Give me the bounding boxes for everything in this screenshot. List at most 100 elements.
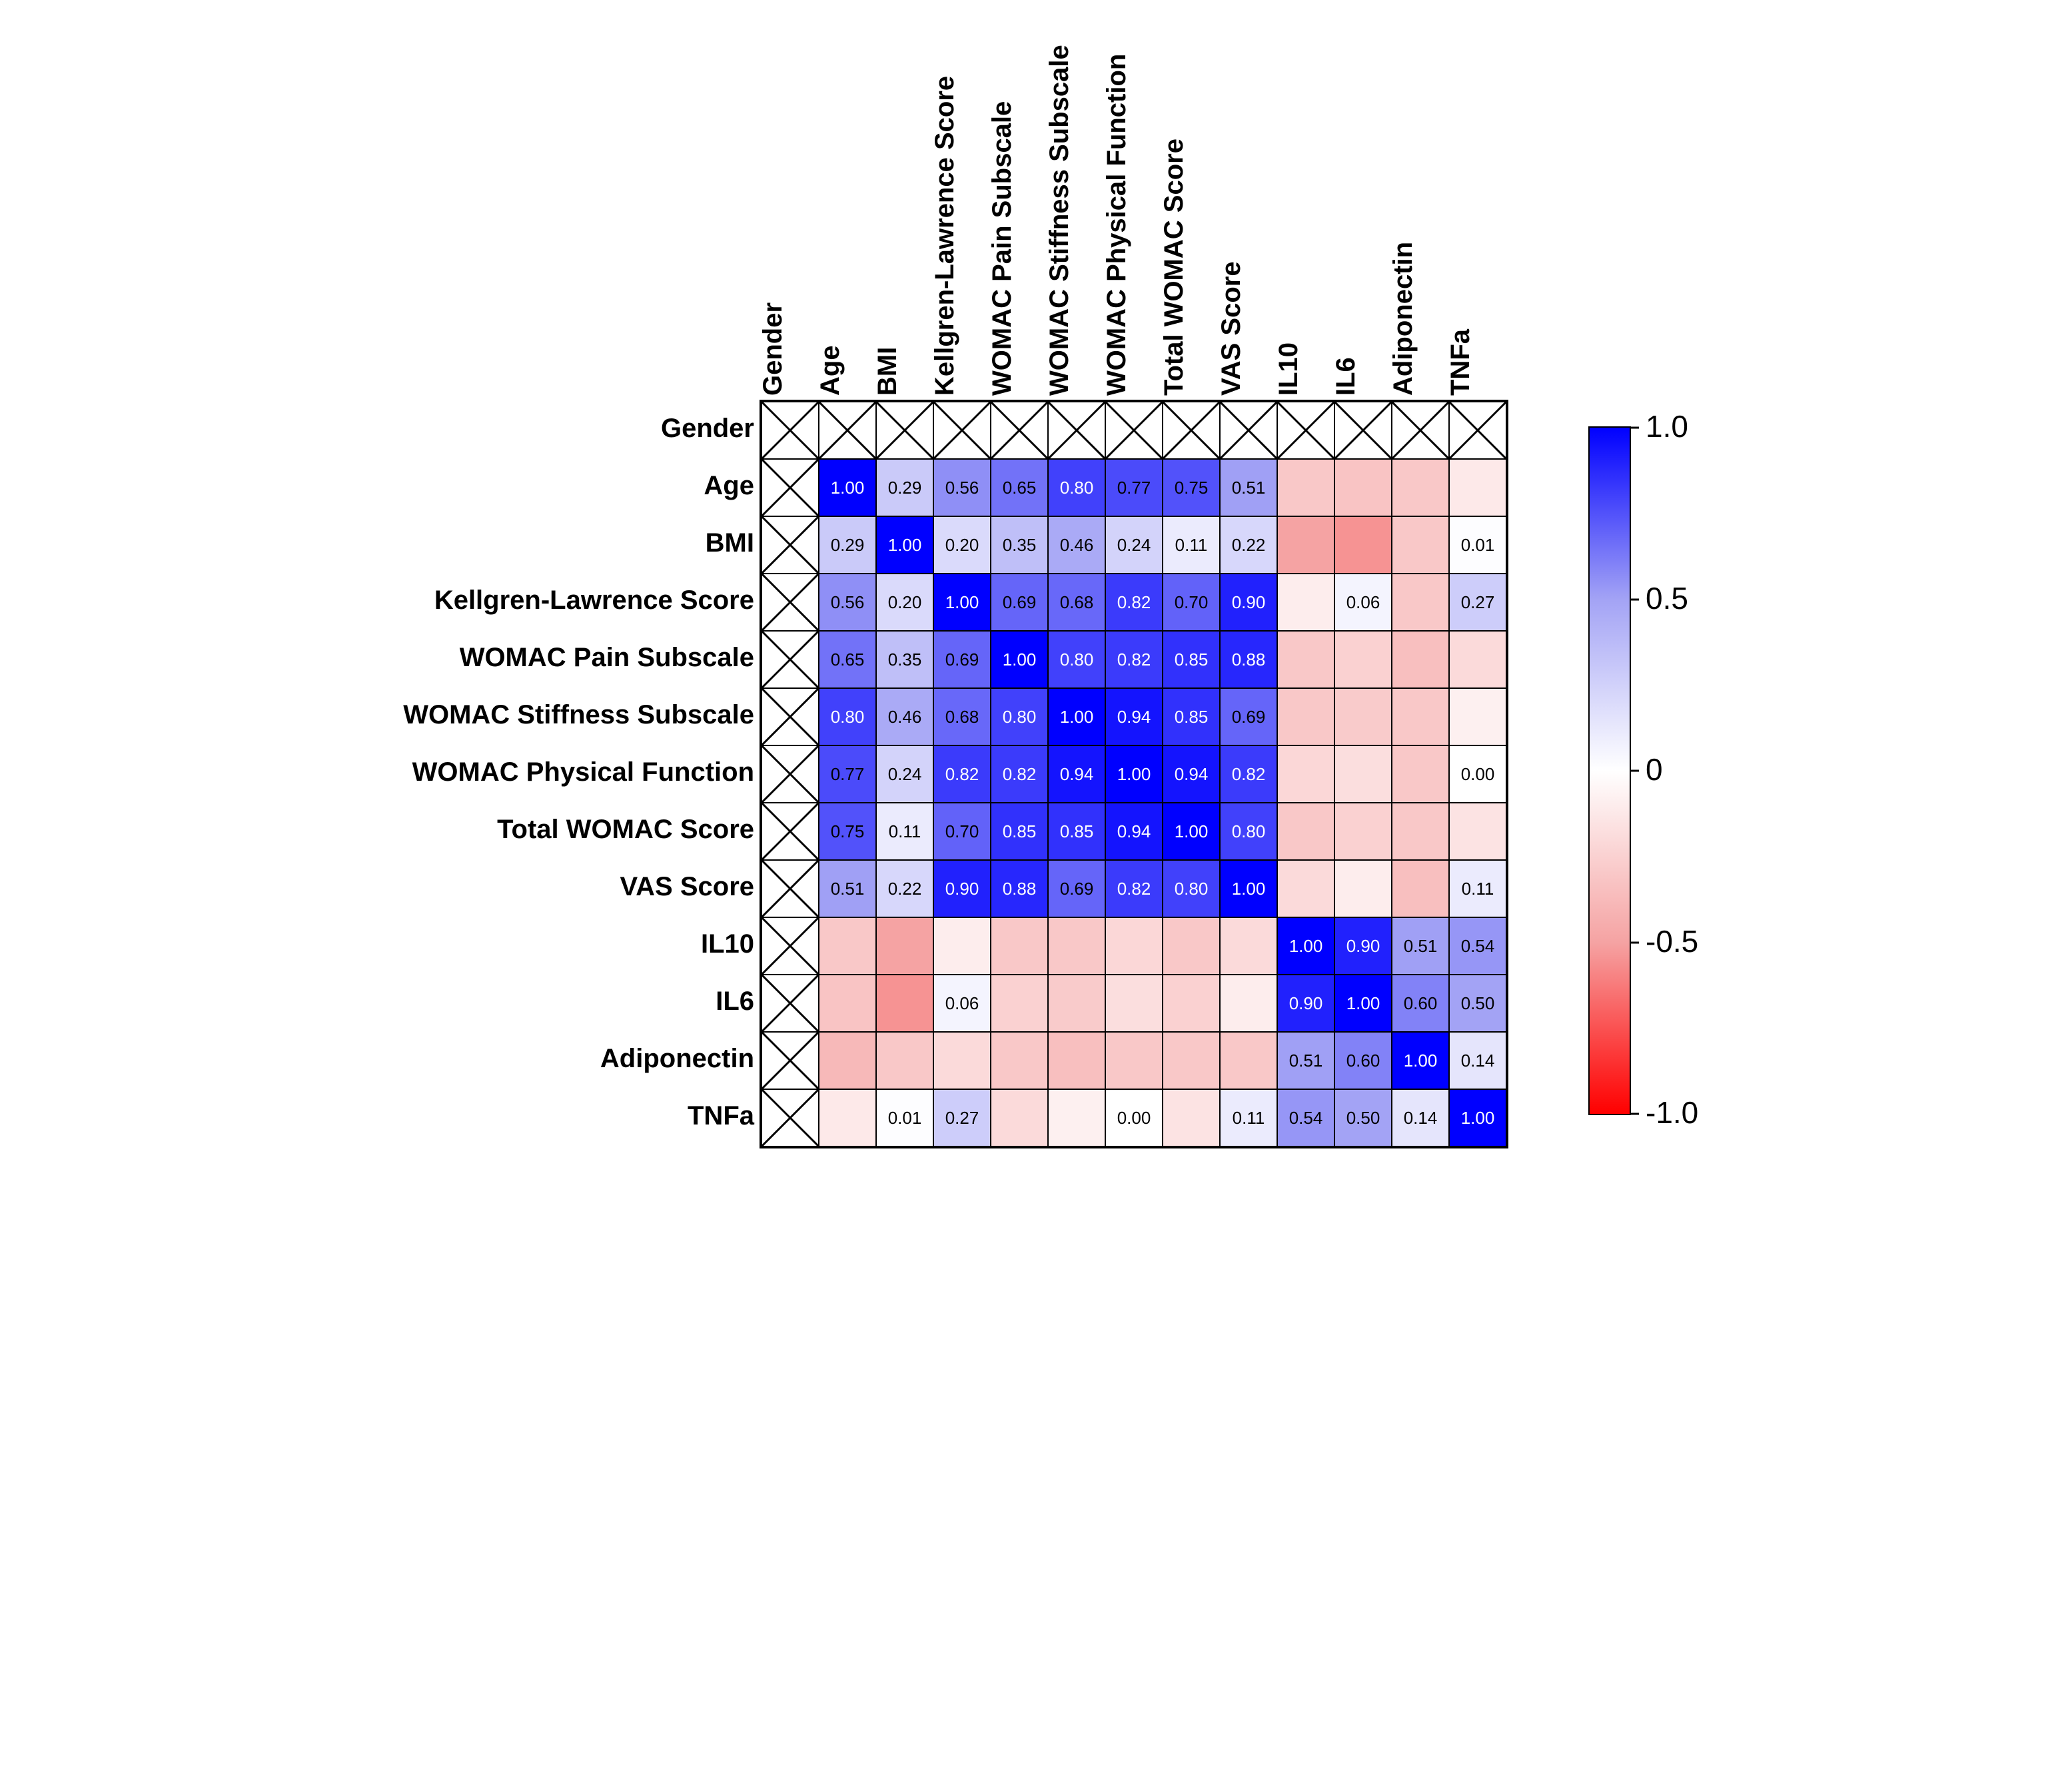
heatmap-cell: 0.69 (933, 631, 991, 688)
heatmap-cell (1392, 631, 1449, 688)
heatmap-cell: 0.68 (1048, 574, 1105, 631)
heatmap-cell: 0.65 (991, 459, 1048, 516)
cross-icon (1450, 402, 1506, 458)
row-label: VAS Score (346, 858, 760, 915)
colorbar-tick-label: -0.5 (1646, 923, 1698, 959)
colorbar: 1.00.50-0.5-1.0 (1588, 426, 1726, 1115)
cell-value: 0.00 (1117, 1109, 1151, 1126)
heatmap-cell (1105, 975, 1163, 1032)
colorbar-tick-label: -1.0 (1646, 1095, 1698, 1130)
column-label: WOMAC Pain Subscale (989, 27, 1046, 400)
heatmap-cell: 0.11 (1449, 860, 1506, 917)
heatmap-cell (1277, 516, 1334, 574)
heatmap-cell: 0.20 (876, 574, 933, 631)
cell-value: 1.00 (945, 594, 979, 611)
cell-value: 0.20 (888, 594, 922, 611)
heatmap-cell: 0.85 (1163, 688, 1220, 745)
heatmap-cell (1048, 1032, 1105, 1089)
cell-value: 0.80 (1003, 708, 1037, 725)
cross-icon (762, 803, 818, 859)
heatmap-cell (1392, 860, 1449, 917)
cell-value: 1.00 (1232, 880, 1266, 897)
cell-value: 0.88 (1232, 651, 1266, 668)
cell-value: 0.11 (1462, 880, 1494, 897)
cross-icon (762, 975, 818, 1031)
heatmap-cell (762, 917, 819, 975)
heatmap-cell (1392, 459, 1449, 516)
heatmap-cell: 0.80 (819, 688, 876, 745)
heatmap-cell (819, 975, 876, 1032)
row-label: Gender (346, 400, 760, 457)
heatmap-cell: 0.51 (819, 860, 876, 917)
heatmap-cell: 0.75 (819, 803, 876, 860)
cross-icon (991, 402, 1047, 458)
cell-value: 0.85 (1060, 823, 1094, 840)
heatmap-cell: 0.46 (1048, 516, 1105, 574)
cell-value: 0.94 (1117, 708, 1151, 725)
cell-value: 0.82 (945, 765, 979, 783)
heatmap-cell (1334, 516, 1392, 574)
heatmap-cell: 0.69 (1048, 860, 1105, 917)
heatmap-cell (991, 1032, 1048, 1089)
cell-value: 0.46 (888, 708, 922, 725)
heatmap-cell (1277, 688, 1334, 745)
cell-value: 0.20 (945, 536, 979, 554)
row-label: Adiponectin (346, 1030, 760, 1087)
heatmap-cell: 0.82 (991, 745, 1048, 803)
heatmap-cell (1334, 803, 1392, 860)
cell-value: 0.94 (1117, 823, 1151, 840)
cell-value: 0.80 (1060, 479, 1094, 496)
corner-spacer (346, 27, 760, 400)
cell-value: 0.22 (888, 880, 922, 897)
heatmap-cell: 0.82 (1105, 860, 1163, 917)
heatmap-cell (1048, 975, 1105, 1032)
cell-value: 0.69 (1060, 880, 1094, 897)
colorbar-tick (1631, 1113, 1639, 1115)
cell-value: 1.00 (1003, 651, 1037, 668)
heatmap-cell (1105, 917, 1163, 975)
heatmap-cell: 0.90 (1220, 574, 1277, 631)
cell-value: 0.51 (831, 880, 865, 897)
heatmap-cell (819, 1089, 876, 1146)
colorbar-tick (1631, 770, 1639, 772)
heatmap-cell: 0.65 (819, 631, 876, 688)
heatmap-cell: 0.01 (1449, 516, 1506, 574)
cell-value: 0.94 (1175, 765, 1209, 783)
cell-value: 0.27 (945, 1109, 979, 1126)
heatmap-cell: 0.11 (876, 803, 933, 860)
heatmap-cell (876, 917, 933, 975)
cell-value: 0.14 (1461, 1052, 1495, 1069)
heatmap-cell (1105, 1032, 1163, 1089)
heatmap-cell (1334, 860, 1392, 917)
heatmap-cell: 0.80 (991, 688, 1048, 745)
cell-value: 0.01 (888, 1109, 922, 1126)
column-label: WOMAC Physical Function (1103, 27, 1161, 400)
cell-value: 0.77 (1117, 479, 1151, 496)
heatmap-cell: 0.88 (991, 860, 1048, 917)
row-label: Kellgren-Lawrence Score (346, 572, 760, 629)
heatmap-cell: 1.00 (1105, 745, 1163, 803)
cell-value: 0.60 (1346, 1052, 1380, 1069)
cross-icon (1163, 402, 1219, 458)
heatmap-cell: 0.56 (933, 459, 991, 516)
colorbar-wrap: 1.00.50-0.5-1.0 (1588, 426, 1726, 1115)
cell-value: 0.68 (1060, 594, 1094, 611)
cell-value: 1.00 (1461, 1109, 1495, 1126)
heatmap-cell (1163, 1032, 1220, 1089)
cell-value: 0.82 (1117, 880, 1151, 897)
heatmap-cell: 0.77 (1105, 459, 1163, 516)
colorbar-labels: 1.00.50-0.5-1.0 (1646, 426, 1726, 1113)
heatmap-cell (1220, 402, 1277, 459)
cell-value: 0.54 (1289, 1109, 1323, 1126)
heatmap-grid: 1.000.290.560.650.800.770.750.510.291.00… (760, 400, 1508, 1148)
heatmap-cell: 0.77 (819, 745, 876, 803)
heatmap-cell: 0.51 (1277, 1032, 1334, 1089)
heatmap-cell: 0.94 (1105, 688, 1163, 745)
heatmap-cell (1163, 917, 1220, 975)
heatmap-cell: 0.35 (991, 516, 1048, 574)
column-label-text: Kellgren-Lawrence Score (930, 76, 960, 396)
cell-value: 1.00 (1289, 937, 1323, 955)
body-row: GenderAgeBMIKellgren-Lawrence ScoreWOMAC… (346, 400, 1508, 1148)
heatmap-cell: 0.35 (876, 631, 933, 688)
row-label: Age (346, 457, 760, 514)
